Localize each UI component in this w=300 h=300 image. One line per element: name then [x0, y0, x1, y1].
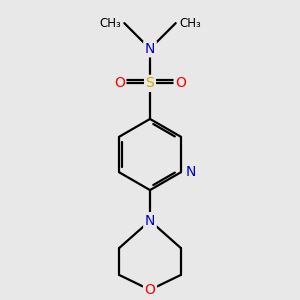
Text: O: O [145, 283, 155, 297]
Text: S: S [146, 76, 154, 90]
Text: N: N [145, 42, 155, 56]
Text: N: N [186, 165, 196, 179]
Text: N: N [145, 214, 155, 228]
Text: CH₃: CH₃ [99, 16, 121, 30]
Text: O: O [114, 76, 125, 90]
Text: CH₃: CH₃ [179, 16, 201, 30]
Text: O: O [175, 76, 186, 90]
